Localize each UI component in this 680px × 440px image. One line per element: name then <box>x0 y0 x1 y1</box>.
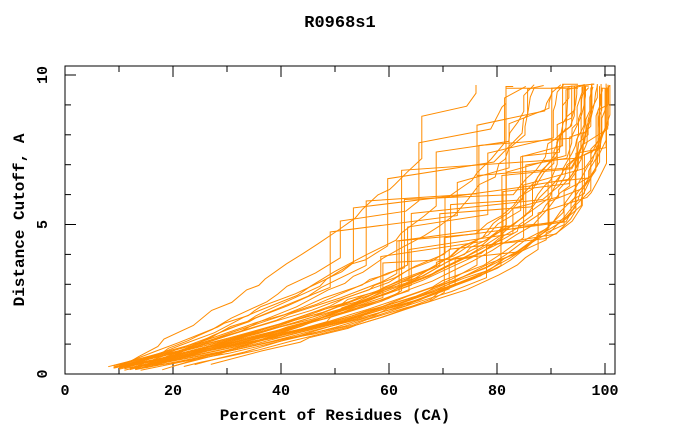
x-tick-label: 0 <box>60 383 69 400</box>
curve <box>113 85 573 366</box>
curve <box>172 86 583 367</box>
axes-frame <box>64 65 616 375</box>
curve <box>129 86 514 367</box>
curve <box>113 85 578 368</box>
x-tick-label: 80 <box>488 383 506 400</box>
y-tick-label: 5 <box>35 220 52 229</box>
plot-border <box>64 65 616 375</box>
curve <box>183 85 609 367</box>
y-tick-label: 0 <box>35 369 52 378</box>
curve <box>210 87 600 365</box>
curve <box>113 86 586 368</box>
curve <box>140 87 535 369</box>
curve <box>162 87 569 371</box>
curve <box>124 84 535 369</box>
plot-title: R0968s1 <box>304 14 375 33</box>
x-tick-label: 100 <box>591 383 618 400</box>
curve <box>118 85 527 366</box>
curve <box>118 84 585 367</box>
curve <box>140 86 607 371</box>
x-tick-label: 20 <box>164 383 182 400</box>
x-axis-label: Percent of Residues (CA) <box>220 407 450 425</box>
curve <box>113 87 589 367</box>
curve <box>135 85 600 371</box>
y-axis-label: Distance Cutoff, A <box>11 133 29 306</box>
curve <box>145 84 602 367</box>
x-tick-label: 60 <box>380 383 398 400</box>
curve <box>145 84 585 369</box>
curve <box>129 85 598 366</box>
curve <box>118 85 477 367</box>
curve-series <box>108 83 611 371</box>
curve <box>124 84 562 368</box>
tick-labels: 0 20 40 60 80 100 0 5 10 <box>35 66 619 400</box>
curve <box>129 84 584 371</box>
x-tick-label: 40 <box>272 383 290 400</box>
curve <box>134 85 544 370</box>
y-tick-label: 10 <box>35 66 52 84</box>
curve <box>135 83 607 370</box>
curve <box>151 87 609 366</box>
